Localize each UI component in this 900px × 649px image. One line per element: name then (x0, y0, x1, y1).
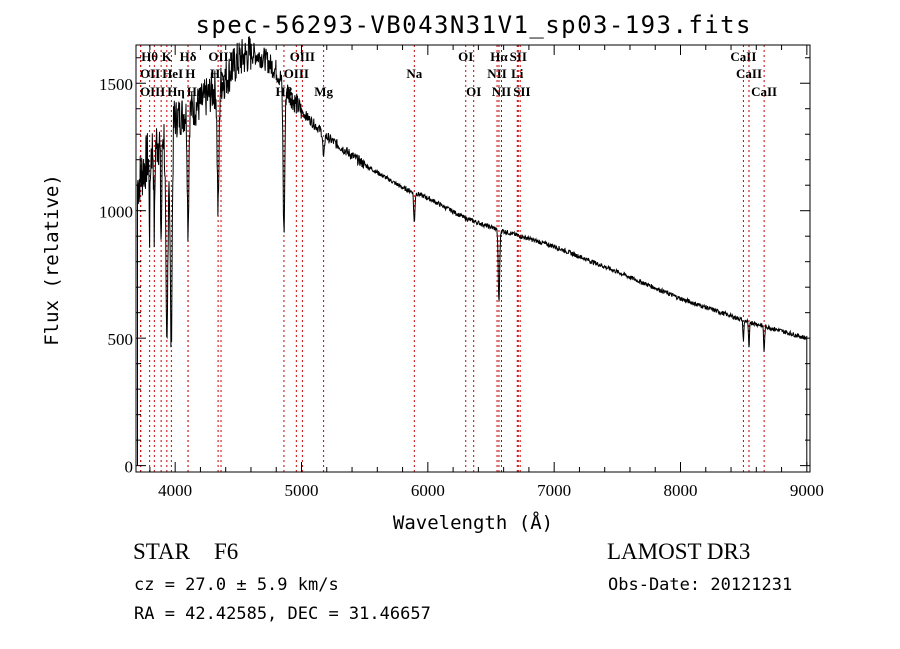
y-axis-label: Flux (relative) (41, 174, 63, 346)
x-tick-label: 6000 (411, 481, 445, 500)
marker-label: NII (492, 84, 512, 99)
redshift-text: cz = 27.0 ± 5.9 km/s (134, 575, 339, 595)
marker-label: CaII (736, 66, 762, 81)
marker-label: OII (140, 66, 160, 81)
y-tick-label: 0 (125, 458, 134, 477)
obs-date: Obs-Date: 20121231 (608, 575, 792, 595)
marker-label: Hθ (141, 49, 158, 64)
plot-frame (135, 44, 811, 473)
x-tick-label: 4000 (158, 481, 192, 500)
marker-label: NII (487, 66, 507, 81)
y-tick-label: 500 (108, 330, 134, 349)
object-class: STAR (133, 539, 191, 564)
y-tick-label: 1500 (99, 75, 133, 94)
marker-label: H (185, 66, 195, 81)
marker-label: Li (511, 66, 524, 81)
marker-label: Na (406, 66, 422, 81)
y-tick-label: 1000 (99, 203, 133, 222)
marker-label: K (162, 49, 173, 64)
marker-label: OIII (284, 66, 309, 81)
marker-label: OIII (208, 49, 233, 64)
x-tick-label: 9000 (790, 481, 824, 500)
marker-label: SII (513, 84, 530, 99)
marker-label: Hα (490, 49, 508, 64)
survey-label: LAMOST DR3 (607, 539, 750, 564)
x-axis-label: Wavelength (Å) (393, 511, 553, 534)
spectrum-line (137, 36, 808, 466)
marker-label: OIII (290, 49, 315, 64)
axis-ticks: 4000 5000 6000 7000 8000 9000 0 500 1000 1500 (99, 45, 824, 500)
marker-label: CaII (730, 49, 756, 64)
marker-label: OIII (140, 84, 165, 99)
x-tick-label: 8000 (664, 481, 698, 500)
x-tick-label: 7000 (537, 481, 571, 500)
x-tick-label: 5000 (284, 481, 318, 500)
marker-label: Hγ (210, 66, 226, 81)
marker-label: SII (510, 49, 527, 64)
marker-label: Mg (314, 84, 333, 99)
chart-title: spec-56293-VB043N31V1_sp03-193.fits (196, 11, 751, 39)
radec-text: RA = 42.42585, DEC = 31.46657 (134, 604, 431, 624)
marker-label: HeI (162, 66, 183, 81)
marker-label: OI (458, 49, 473, 64)
marker-label: Hη (167, 84, 185, 99)
marker-label: OI (466, 84, 481, 99)
object-subclass: F6 (214, 539, 238, 564)
marker-label: CaII (751, 84, 777, 99)
